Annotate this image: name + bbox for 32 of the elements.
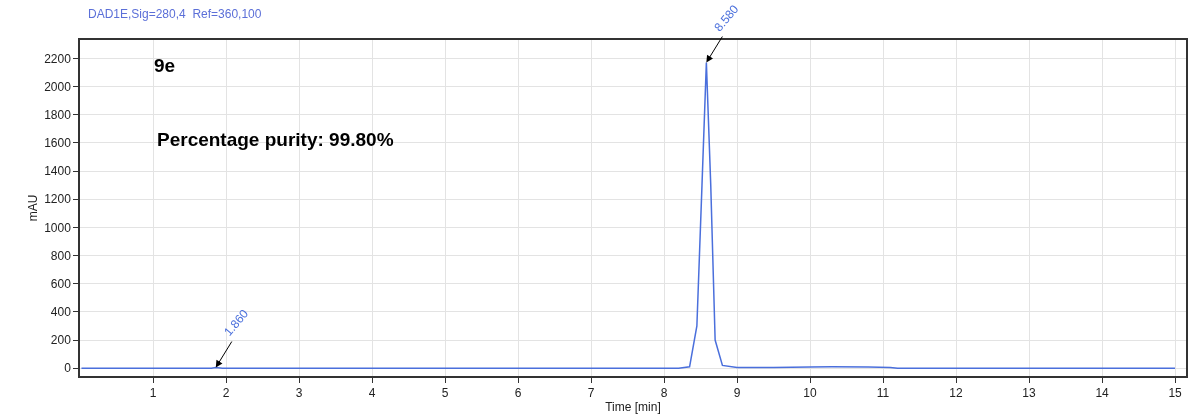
y-tick-label: 0 <box>64 361 72 376</box>
x-tick-label: 2 <box>222 386 230 401</box>
x-tick-label: 9 <box>733 386 741 401</box>
x-tick-label: 3 <box>295 386 303 401</box>
y-tick-label: 2200 <box>44 51 72 66</box>
x-axis-title: Time [min] <box>605 400 661 415</box>
annotation: 9e <box>154 55 176 76</box>
x-tick-label: 11 <box>876 386 890 401</box>
y-tick-label: 1800 <box>44 107 72 122</box>
x-tick-label: 5 <box>441 386 449 401</box>
x-tick-label: 14 <box>1095 386 1110 401</box>
x-tick-label: 1 <box>149 386 157 401</box>
x-tick-label: 7 <box>587 386 595 401</box>
y-tick-label: 1600 <box>44 136 72 151</box>
y-tick-label: 400 <box>50 305 72 320</box>
y-tick-label: 1400 <box>44 164 72 179</box>
x-tick-label: 4 <box>368 386 376 401</box>
x-tick-label: 15 <box>1168 386 1183 401</box>
x-tick-label: 10 <box>803 386 818 401</box>
y-tick-label: 800 <box>50 248 72 263</box>
x-tick-label: 13 <box>1022 386 1037 401</box>
x-tick-label: 8 <box>660 386 668 401</box>
x-tick-label: 6 <box>514 386 522 401</box>
y-tick-label: 1000 <box>44 220 72 235</box>
annotation: Percentage purity: 99.80% <box>157 129 394 150</box>
y-tick-label: 2000 <box>44 79 72 94</box>
y-axis-title: mAU <box>25 194 40 222</box>
y-tick-label: 600 <box>50 276 72 291</box>
y-tick-label: 200 <box>50 333 72 348</box>
x-tick-label: 12 <box>949 386 964 401</box>
y-tick-label: 1200 <box>44 192 72 207</box>
chart-title: DAD1E,Sig=280,4 Ref=360,100 <box>88 7 262 22</box>
